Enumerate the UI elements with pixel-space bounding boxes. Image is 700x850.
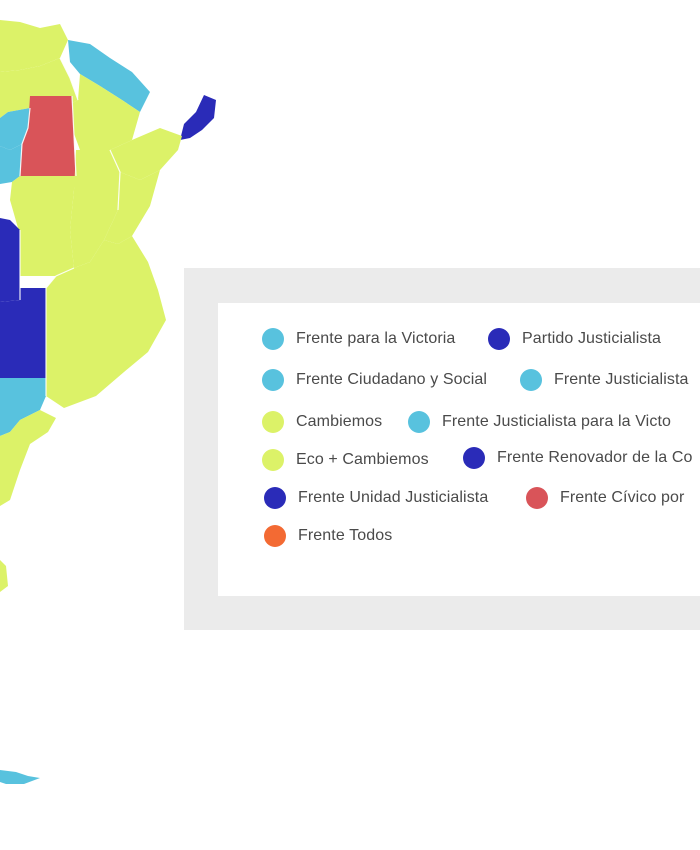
- region-san-luis[interactable]: [0, 218, 20, 302]
- legend-item-frente-justicialista-para-la-victoria[interactable]: Frente Justicialista para la Victo: [408, 411, 671, 433]
- legend-item-frente-ciudadano-y-social[interactable]: Frente Ciudadano y Social: [262, 369, 487, 391]
- legend-dot-icon: [526, 487, 548, 509]
- legend-item-cambiemos[interactable]: Cambiemos: [262, 411, 382, 433]
- legend-item-frente-para-la-victoria[interactable]: Frente para la Victoria: [262, 328, 455, 350]
- legend-label: Frente Todos: [298, 527, 393, 544]
- region-catamarca[interactable]: [0, 144, 22, 184]
- legend-panel: [218, 303, 700, 596]
- legend-label: Frente Ciudadano y Social: [296, 371, 488, 388]
- legend-item-frente-civico[interactable]: Frente Cívico por: [526, 487, 684, 509]
- region-tucuman[interactable]: [0, 108, 30, 150]
- legend-label: Cambiemos: [296, 413, 383, 430]
- legend-item-frente-renovador[interactable]: Frente Renovador de la Co: [463, 447, 693, 469]
- region-jujuy[interactable]: [0, 20, 68, 72]
- legend-dot-icon: [264, 487, 286, 509]
- legend-item-eco-cambiemos[interactable]: Eco + Cambiemos: [262, 449, 429, 471]
- legend-dot-icon: [262, 369, 284, 391]
- region-rio-negro[interactable]: [0, 378, 46, 436]
- legend-dot-icon: [262, 411, 284, 433]
- legend-dot-icon: [463, 447, 485, 469]
- legend-label: Frente Renovador de la Co: [497, 449, 693, 466]
- legend-dot-icon: [262, 449, 284, 471]
- legend-item-frente-todos[interactable]: Frente Todos: [264, 525, 392, 547]
- province-borders: [19, 57, 121, 396]
- region-chaco[interactable]: [60, 74, 140, 150]
- legend-label: Partido Justicialista: [522, 330, 662, 347]
- region-cordoba[interactable]: [10, 176, 76, 276]
- legend-label: Frente Justicialista para la Victo: [442, 413, 671, 430]
- region-misiones[interactable]: [180, 95, 216, 140]
- legend-label: Frente Justicialista: [554, 371, 689, 388]
- legend-item-partido-justicialista[interactable]: Partido Justicialista: [488, 328, 661, 350]
- legend-dot-icon: [408, 411, 430, 433]
- region-corrientes[interactable]: [110, 128, 182, 180]
- region-entre-rios[interactable]: [104, 170, 160, 244]
- legend-dot-icon: [262, 328, 284, 350]
- region-formosa[interactable]: [68, 40, 150, 112]
- region-santa-fe[interactable]: [70, 150, 120, 268]
- legend-item-frente-unidad-justicialista[interactable]: Frente Unidad Justicialista: [264, 487, 488, 509]
- region-santiago-del-estero[interactable]: [20, 96, 76, 176]
- region-buenos-aires[interactable]: [46, 236, 166, 408]
- legend-dot-icon: [488, 328, 510, 350]
- region-la-pampa[interactable]: [0, 288, 46, 378]
- legend-label: Frente para la Victoria: [296, 330, 456, 347]
- legend-item-frente-justicialista[interactable]: Frente Justicialista: [520, 369, 689, 391]
- legend-dot-icon: [264, 525, 286, 547]
- region-santa-cruz[interactable]: [0, 560, 8, 592]
- legend-dot-icon: [520, 369, 542, 391]
- legend-label: Eco + Cambiemos: [296, 451, 429, 468]
- legend-label: Frente Unidad Justicialista: [298, 489, 489, 506]
- region-chubut[interactable]: [0, 410, 56, 506]
- region-tierra-del-fuego[interactable]: [0, 770, 40, 784]
- legend-label: Frente Cívico por: [560, 489, 685, 506]
